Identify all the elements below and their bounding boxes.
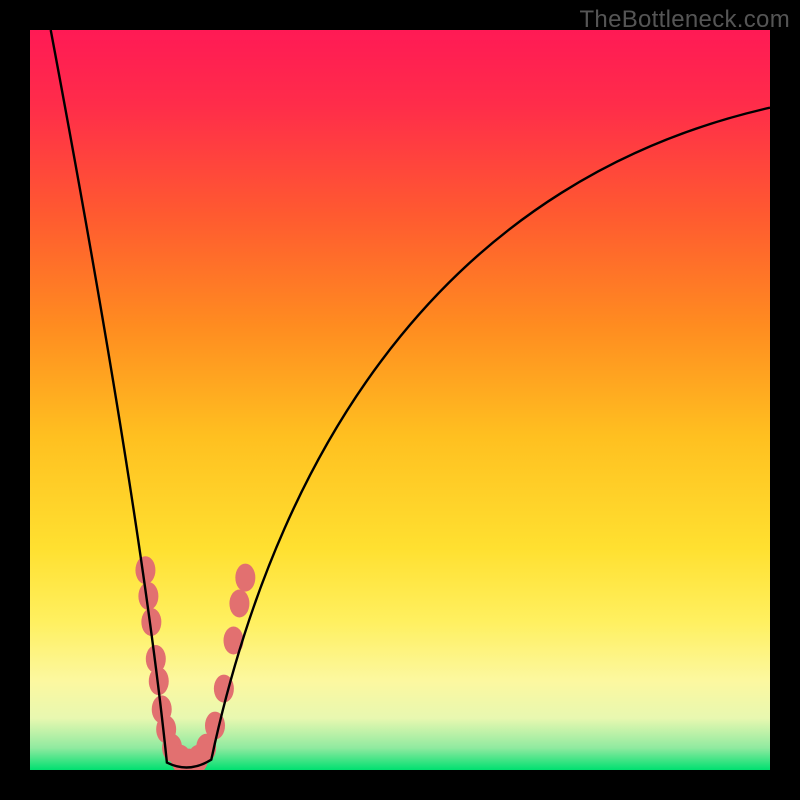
plot-background [30, 30, 770, 770]
data-marker [229, 590, 249, 618]
chart-container: { "canvas": { "width": 800, "height": 80… [0, 0, 800, 800]
data-marker [235, 564, 255, 592]
watermark-text: TheBottleneck.com [579, 6, 790, 34]
data-marker [135, 556, 155, 584]
bottleneck-chart [0, 0, 800, 800]
